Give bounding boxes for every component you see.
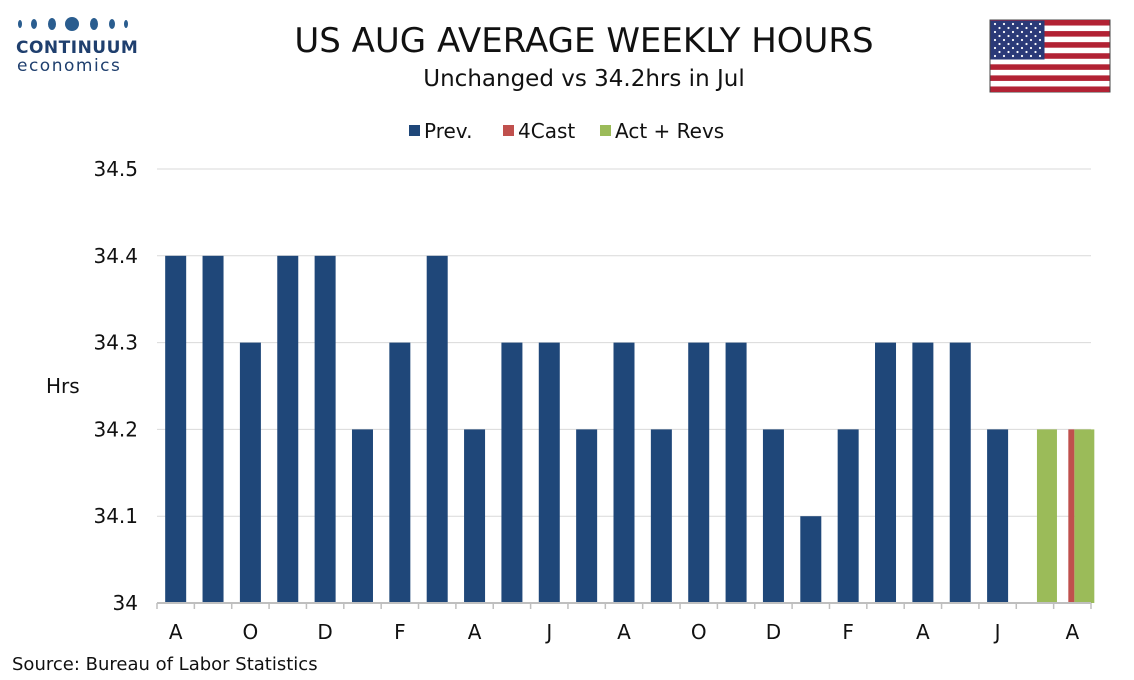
bar xyxy=(800,516,822,603)
bar xyxy=(426,255,448,604)
x-tick-label: A xyxy=(617,620,631,644)
chart-title: US AUG AVERAGE WEEKLY HOURS xyxy=(294,21,873,61)
y-axis: 34.5 34.4 34.3 34.2 34.1 34 xyxy=(93,157,138,615)
y-tick-label: 34.1 xyxy=(93,504,138,528)
legend-label: Prev. xyxy=(424,119,472,143)
bar xyxy=(351,429,373,603)
x-tick-label: F xyxy=(394,620,406,644)
bar xyxy=(464,429,486,603)
bar xyxy=(165,255,187,604)
x-tick-label: A xyxy=(468,620,482,644)
bar xyxy=(239,342,261,603)
bar xyxy=(501,342,523,603)
bar xyxy=(987,429,1009,603)
bar xyxy=(314,255,336,604)
legend-label: Act + Revs xyxy=(615,119,724,143)
bar xyxy=(202,255,224,604)
x-tick-label: D xyxy=(766,620,781,644)
us-flag-icon xyxy=(989,19,1111,93)
logo-sub: economics xyxy=(17,56,121,76)
x-tick-label: F xyxy=(842,620,854,644)
continuum-logo: CONTINUUM economics xyxy=(16,17,138,76)
bar xyxy=(389,342,411,603)
bars xyxy=(165,255,1095,604)
legend-swatch xyxy=(409,125,420,136)
bar xyxy=(538,342,560,603)
y-tick-label: 34.4 xyxy=(93,244,138,268)
bar xyxy=(1074,429,1095,603)
bar xyxy=(576,429,598,603)
legend: Prev. 4Cast Act + Revs xyxy=(409,119,724,143)
y-tick-label: 34.2 xyxy=(93,417,138,441)
legend-swatch xyxy=(503,125,514,136)
source-note: Source: Bureau of Labor Statistics xyxy=(12,654,318,675)
bar xyxy=(613,342,635,603)
logo-name: CONTINUUM xyxy=(16,38,138,58)
x-tick-label: O xyxy=(691,620,707,644)
y-tick-label: 34 xyxy=(113,591,138,615)
chart-subtitle: Unchanged vs 34.2hrs in Jul xyxy=(423,66,744,92)
bar xyxy=(875,342,897,603)
bar xyxy=(912,342,934,603)
bar xyxy=(1068,429,1075,603)
bar xyxy=(837,429,859,603)
x-tick-label: D xyxy=(317,620,332,644)
legend-swatch xyxy=(600,125,611,136)
y-tick-label: 34.5 xyxy=(93,157,138,181)
x-tick-label: A xyxy=(916,620,930,644)
bar xyxy=(762,429,784,603)
x-tick-label: A xyxy=(1065,620,1079,644)
x-tick-label: A xyxy=(169,620,183,644)
bar xyxy=(277,255,299,604)
y-axis-label: Hrs xyxy=(46,374,80,398)
bar xyxy=(688,342,710,603)
x-tick-label: J xyxy=(544,620,552,644)
x-tick-label: J xyxy=(993,620,1001,644)
legend-label: 4Cast xyxy=(518,119,575,143)
y-tick-label: 34.3 xyxy=(93,331,138,355)
x-tick-label: O xyxy=(243,620,259,644)
bar xyxy=(725,342,747,603)
bar xyxy=(1036,429,1057,603)
bar xyxy=(949,342,971,603)
bar xyxy=(650,429,672,603)
